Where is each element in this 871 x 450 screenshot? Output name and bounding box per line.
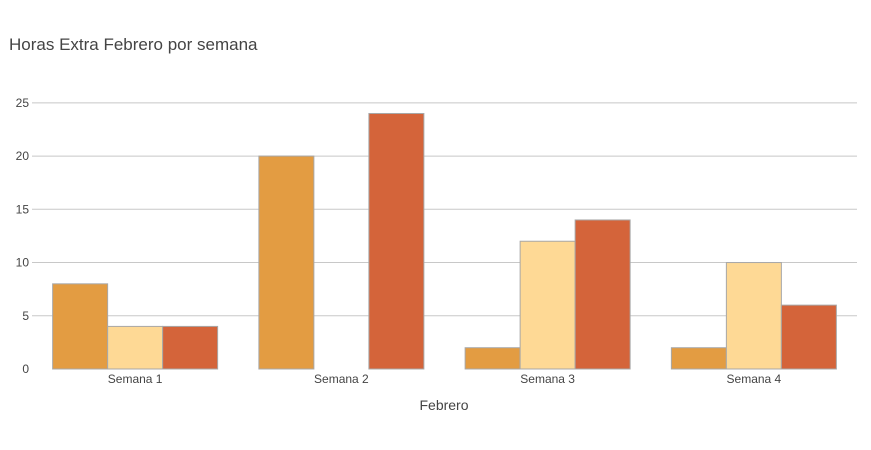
x-tick-label: Semana 1 — [108, 372, 163, 386]
y-tick-label: 5 — [22, 309, 29, 323]
bar-series2-cat3 — [519, 240, 576, 370]
x-tick-label: Semana 4 — [727, 372, 782, 386]
bar-series1-cat4 — [670, 347, 727, 370]
chart-title: Horas Extra Febrero por semana — [9, 35, 258, 54]
bar-series2-cat1 — [107, 325, 164, 370]
bar-series1-cat1 — [52, 283, 109, 370]
y-tick-label: 15 — [16, 202, 30, 216]
bar-series1-cat2 — [258, 155, 315, 370]
gridlines — [32, 102, 857, 317]
bar-series3-cat4 — [780, 304, 837, 370]
bar-series1-cat3 — [464, 347, 521, 370]
bar-series3-cat2 — [368, 112, 425, 370]
bar-series3-cat1 — [162, 325, 219, 370]
x-tick-label: Semana 3 — [520, 372, 575, 386]
bars — [52, 112, 837, 370]
y-tick-label: 25 — [16, 96, 30, 110]
bar-series3-cat3 — [574, 219, 631, 370]
x-axis-title: Febrero — [419, 397, 468, 413]
y-axis-ticks: 0 5 10 15 20 25 — [16, 96, 30, 376]
y-tick-label: 0 — [22, 362, 29, 376]
x-axis-ticks: Semana 1 Semana 2 Semana 3 Semana 4 — [108, 372, 782, 386]
y-tick-label: 20 — [16, 149, 30, 163]
y-tick-label: 10 — [16, 256, 30, 270]
bar-series2-cat4 — [725, 262, 782, 370]
x-tick-label: Semana 2 — [314, 372, 369, 386]
